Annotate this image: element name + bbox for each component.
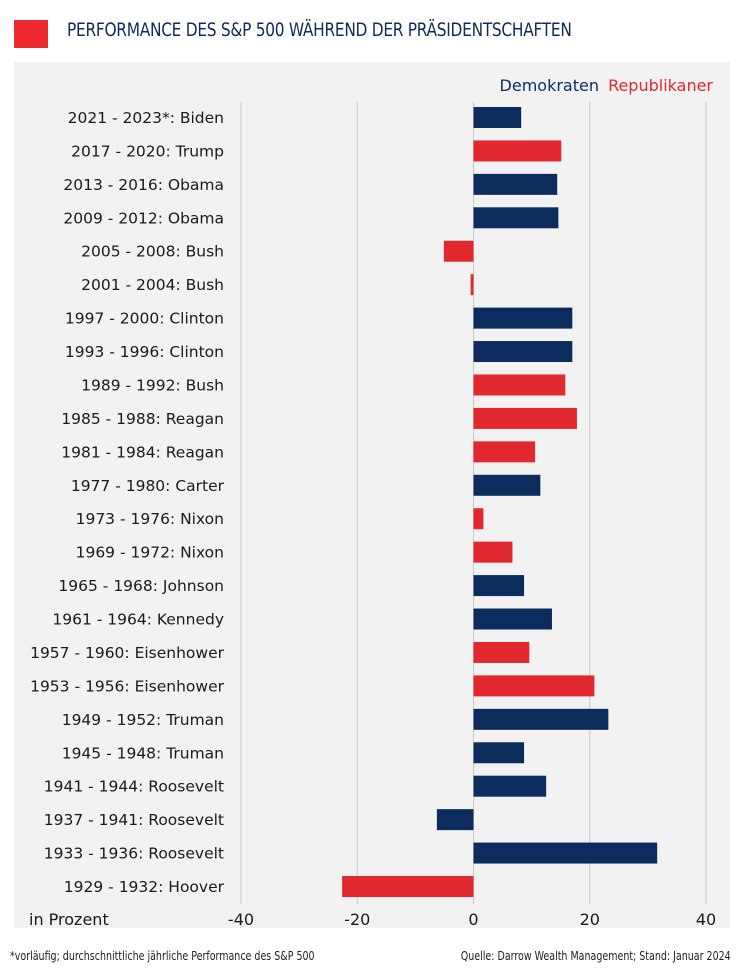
category-label: 1953 - 1956: Eisenhower [30,677,225,695]
bar [473,675,595,697]
category-label: 1965 - 1968: Johnson [58,577,224,595]
bar [473,474,541,496]
x-tick-label: -40 [228,910,254,929]
category-label: 1985 - 1988: Reagan [61,410,224,428]
bar [342,876,474,897]
category-label: 1997 - 2000: Clinton [65,310,224,328]
category-label: 2009 - 2012: Obama [63,209,224,227]
category-label: 1957 - 1960: Eisenhower [30,644,225,662]
bar [473,508,484,530]
bar [473,407,577,429]
category-label: 2013 - 2016: Obama [63,176,224,194]
bar [473,140,562,162]
category-label: 1969 - 1972: Nixon [76,544,224,562]
bar [473,207,559,229]
bar [473,575,525,597]
bar [473,742,525,764]
bar [473,374,566,396]
category-label: 2005 - 2008: Bush [81,243,224,261]
bar [473,842,658,864]
x-axis-label: in Prozent [29,910,109,929]
chart-title: PERFORMANCE DES S&P 500 WÄHREND DER PRÄS… [67,19,572,41]
bar [473,541,513,563]
bar [473,441,536,463]
bar [436,809,474,831]
category-label: 1981 - 1984: Reagan [61,443,224,461]
x-tick-label: 40 [696,910,716,929]
category-label: 1993 - 1996: Clinton [65,343,224,361]
legend-demokraten: Demokraten [500,76,599,95]
category-label: 1977 - 1980: Carter [71,477,225,495]
category-label: 1989 - 1992: Bush [81,376,224,394]
bar [473,107,522,128]
source-note: Quelle: Darrow Wealth Management; Stand:… [461,949,731,963]
title-marker [14,20,48,48]
bar [473,341,573,363]
plot-panel [14,62,730,928]
bar [443,240,474,262]
category-label: 1929 - 1932: Hoover [64,878,225,896]
x-tick-label: 20 [580,910,600,929]
bar [473,708,609,730]
x-tick-label: 0 [468,910,478,929]
bar [473,173,558,195]
bar [473,641,530,663]
footnote: *vorläufig; durchschnittliche jährliche … [10,949,315,963]
bar [470,274,474,296]
category-label: 1941 - 1944: Roosevelt [44,778,224,796]
category-label: 1961 - 1964: Kennedy [52,611,224,629]
x-tick-label: -20 [344,910,370,929]
legend-republikaner: Republikaner [608,76,713,95]
category-label: 1973 - 1976: Nixon [76,510,224,528]
category-label: 1937 - 1941: Roosevelt [44,811,224,829]
category-label: 1949 - 1952: Truman [62,711,224,729]
bar [473,307,573,329]
category-label: 2001 - 2004: Bush [81,276,224,294]
category-label: 1945 - 1948: Truman [62,744,224,762]
category-label: 2021 - 2023*: Biden [68,109,224,127]
category-label: 1933 - 1936: Roosevelt [44,845,224,863]
bar [473,608,552,630]
category-label: 2017 - 2020: Trump [71,142,224,160]
bar [473,775,547,797]
